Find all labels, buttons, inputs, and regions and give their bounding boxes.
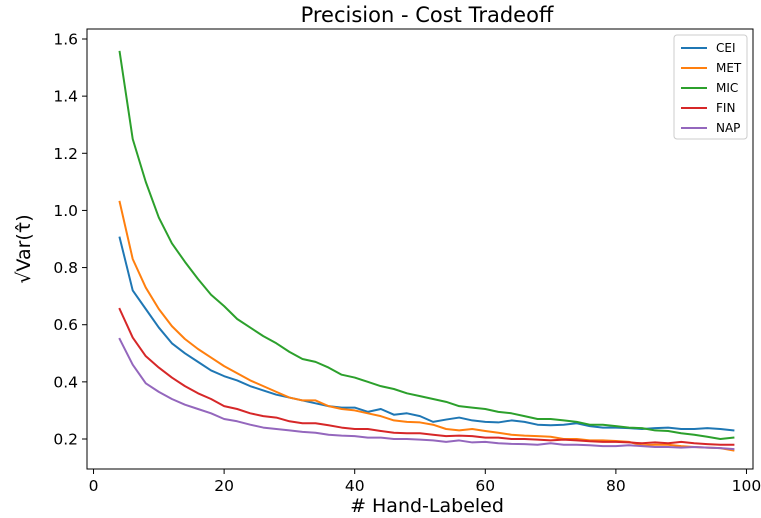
- x-axis-title: # Hand-Labeled: [350, 495, 504, 517]
- legend-label-nap: NAP: [716, 121, 740, 135]
- legend-box: [673, 34, 748, 140]
- series-line-cei: [118, 236, 735, 432]
- series-line-mic: [118, 50, 735, 440]
- x-tick-label: 20: [214, 477, 234, 495]
- y-tick-label: 1.0: [53, 202, 78, 220]
- legend-label-met: MET: [716, 61, 742, 75]
- y-tick-label: 0.4: [53, 373, 78, 391]
- x-tick-label: 60: [475, 477, 495, 495]
- y-tick-label: 0.8: [53, 259, 78, 277]
- y-axis-ticks: 0.2 0.4 0.6 0.8 1.0 1.2 1.4 1.6: [53, 31, 87, 449]
- series-line-nap: [118, 337, 735, 451]
- y-tick-label: 1.2: [53, 145, 78, 163]
- x-tick-label: 100: [732, 477, 761, 495]
- chart-title: Precision - Cost Tradeoff: [301, 3, 554, 27]
- x-axis-ticks: 0 20 40 60 80 100: [89, 469, 761, 495]
- legend-label-mic: MIC: [716, 81, 738, 95]
- series-line-fin: [118, 307, 735, 446]
- plot-lines: [118, 50, 735, 452]
- y-tick-label: 1.6: [53, 31, 78, 49]
- plot-area-frame: [86, 28, 754, 470]
- legend-label-cei: CEI: [716, 41, 736, 55]
- x-tick-label: 40: [345, 477, 365, 495]
- x-tick-label: 0: [89, 477, 99, 495]
- y-axis-title: √Var(τ̂): [13, 214, 35, 283]
- y-tick-label: 1.4: [53, 88, 78, 106]
- y-tick-label: 0.6: [53, 316, 78, 334]
- legend-label-fin: FIN: [716, 101, 735, 115]
- legend: CEI MET MIC FIN NAP: [673, 34, 748, 140]
- y-tick-label: 0.2: [53, 431, 78, 449]
- x-tick-label: 80: [606, 477, 626, 495]
